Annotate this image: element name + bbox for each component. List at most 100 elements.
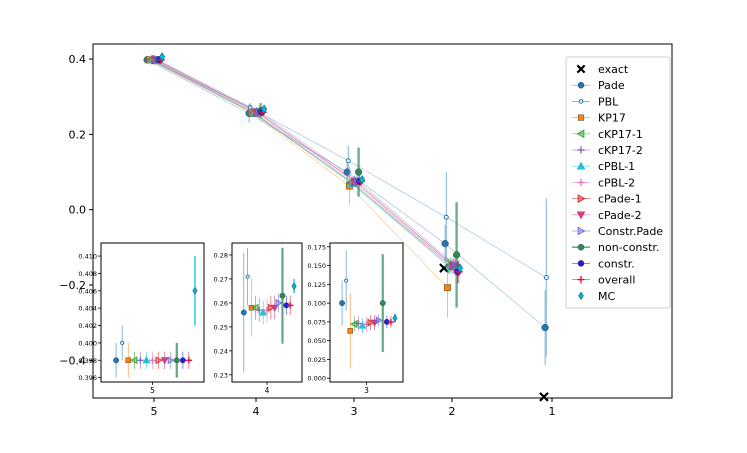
series-constr-pade bbox=[153, 55, 461, 272]
inset-panel-4: 0.28 0.27 0.26 0.25 0.24 0.23 4 bbox=[214, 242, 303, 395]
inset-data-point bbox=[120, 340, 125, 346]
inset-data-point bbox=[130, 356, 138, 365]
legend-label: cPade-2 bbox=[598, 209, 642, 222]
x-tick-label: 5 bbox=[151, 405, 158, 418]
data-point bbox=[358, 174, 366, 185]
series-line-constr-pade bbox=[157, 59, 456, 266]
x-tick-label: 2 bbox=[449, 405, 456, 418]
inset-data-point bbox=[167, 356, 175, 365]
inset-y-tick-label: 0.025 bbox=[307, 356, 326, 364]
inset-data-point bbox=[347, 328, 353, 334]
data-point bbox=[443, 214, 449, 220]
inset-y-tick-label: 0.125 bbox=[307, 281, 326, 289]
series-line-ckp17-1 bbox=[150, 59, 449, 267]
legend: exact Pade PBL KP17 cKP17-1 cKP17-2 cPBL-1 cPBL… bbox=[565, 56, 671, 309]
data-point bbox=[441, 239, 449, 248]
series-line-cpade-1 bbox=[155, 59, 454, 267]
inset-data-point bbox=[137, 357, 144, 364]
series-cpbl-1 bbox=[148, 54, 456, 273]
inset-data-point bbox=[256, 306, 263, 314]
inset-x-label: 3 bbox=[364, 386, 369, 395]
inset-y-tick-label: 0.23 bbox=[214, 371, 228, 379]
legend-label: cPBL-2 bbox=[598, 176, 635, 189]
legend-marker bbox=[577, 260, 585, 267]
inset-y-tick-label: 0.406 bbox=[78, 287, 97, 295]
inset-y-tick-label: 0.402 bbox=[78, 322, 97, 330]
inset-y-tick-label: 0.100 bbox=[307, 300, 326, 308]
legend-label: non-constr. bbox=[598, 241, 659, 254]
legend-item-kp17: KP17 bbox=[572, 112, 626, 125]
data-point bbox=[355, 168, 363, 176]
legend-label: cPade-1 bbox=[598, 193, 642, 206]
inset-data-point bbox=[267, 303, 275, 312]
inset-data-point bbox=[344, 278, 349, 283]
inset-data-point bbox=[270, 304, 279, 312]
inset-data-point bbox=[287, 302, 294, 309]
legend-marker bbox=[576, 129, 585, 139]
inset-data-point bbox=[240, 309, 247, 316]
series-line-ckp17-2 bbox=[151, 59, 450, 267]
legend-item-cpade-1: cPade-1 bbox=[572, 193, 642, 206]
inset-data-point bbox=[125, 357, 131, 364]
legend-label: cPBL-1 bbox=[598, 160, 635, 173]
legend-item-constr: constr. bbox=[572, 257, 635, 270]
legend-marker bbox=[577, 194, 586, 203]
legend-marker bbox=[577, 243, 585, 251]
inset-frame bbox=[329, 242, 404, 383]
inset-data-point bbox=[339, 300, 346, 307]
inset-data-point bbox=[149, 357, 156, 364]
legend-marker bbox=[577, 146, 585, 154]
series-line-cpade-2 bbox=[156, 59, 455, 267]
x-tick-label: 4 bbox=[253, 405, 260, 418]
inset-data-point bbox=[392, 314, 398, 323]
inset-x-label: 4 bbox=[265, 386, 270, 395]
inset-data-point bbox=[173, 357, 180, 364]
legend-label: cKP17-2 bbox=[598, 144, 643, 157]
inset-data-point bbox=[245, 274, 250, 279]
inset-y-tick-label: 0.404 bbox=[78, 305, 97, 313]
inset-data-point bbox=[379, 300, 386, 307]
legend-item-exact: exact bbox=[576, 63, 629, 76]
inset-y-tick-label: 0.075 bbox=[307, 318, 326, 326]
inset-data-point bbox=[363, 320, 370, 328]
y-tick-label: 0.4 bbox=[69, 53, 87, 66]
legend-label: exact bbox=[598, 63, 629, 76]
data-point bbox=[260, 104, 268, 114]
legend-label: cKP17-1 bbox=[598, 128, 643, 141]
data-point bbox=[539, 392, 549, 402]
legend-item-ckp17-1: cKP17-1 bbox=[572, 128, 643, 141]
legend-marker bbox=[577, 226, 586, 236]
inset-data-point bbox=[367, 318, 375, 327]
data-point bbox=[158, 52, 166, 62]
legend-marker bbox=[577, 81, 585, 89]
inset-data-point bbox=[160, 357, 169, 365]
data-point bbox=[444, 284, 451, 292]
inset-y-tick-label: 0.26 bbox=[214, 299, 228, 307]
legend-label: PBL bbox=[598, 95, 619, 108]
inset-y-tick-label: 0.396 bbox=[78, 374, 97, 382]
inset-y-tick-label: 0.24 bbox=[214, 347, 228, 355]
legend-label: Constr.Pade bbox=[598, 225, 663, 238]
legend-marker bbox=[576, 64, 586, 74]
series-ckp17-2 bbox=[147, 55, 454, 274]
inset-y-tick-label: 0.410 bbox=[78, 253, 97, 261]
inset-y-tick-label: 0.000 bbox=[307, 375, 326, 383]
x-tick-label: 1 bbox=[549, 405, 556, 418]
legend-item-ckp17-2: cKP17-2 bbox=[572, 144, 643, 157]
inset-data-point bbox=[155, 356, 163, 365]
inset-panels: 0.410 0.408 0.406 0.404 0.402 0.400 0.398 0.396… bbox=[78, 242, 404, 395]
inset-data-point bbox=[251, 303, 259, 312]
inset-data-point bbox=[275, 298, 283, 307]
data-point bbox=[456, 263, 464, 273]
inset-data-point bbox=[291, 282, 297, 291]
legend-marker bbox=[577, 178, 585, 186]
inset-data-point bbox=[259, 308, 268, 316]
series-cpade-2 bbox=[151, 56, 460, 274]
inset-data-point bbox=[358, 321, 367, 329]
legend-item-pade: Pade bbox=[572, 79, 625, 92]
inset-data-point bbox=[192, 286, 198, 295]
legend-marker bbox=[576, 211, 586, 220]
y-tick-label: −0.2 bbox=[59, 279, 86, 292]
legend-marker bbox=[576, 161, 586, 170]
